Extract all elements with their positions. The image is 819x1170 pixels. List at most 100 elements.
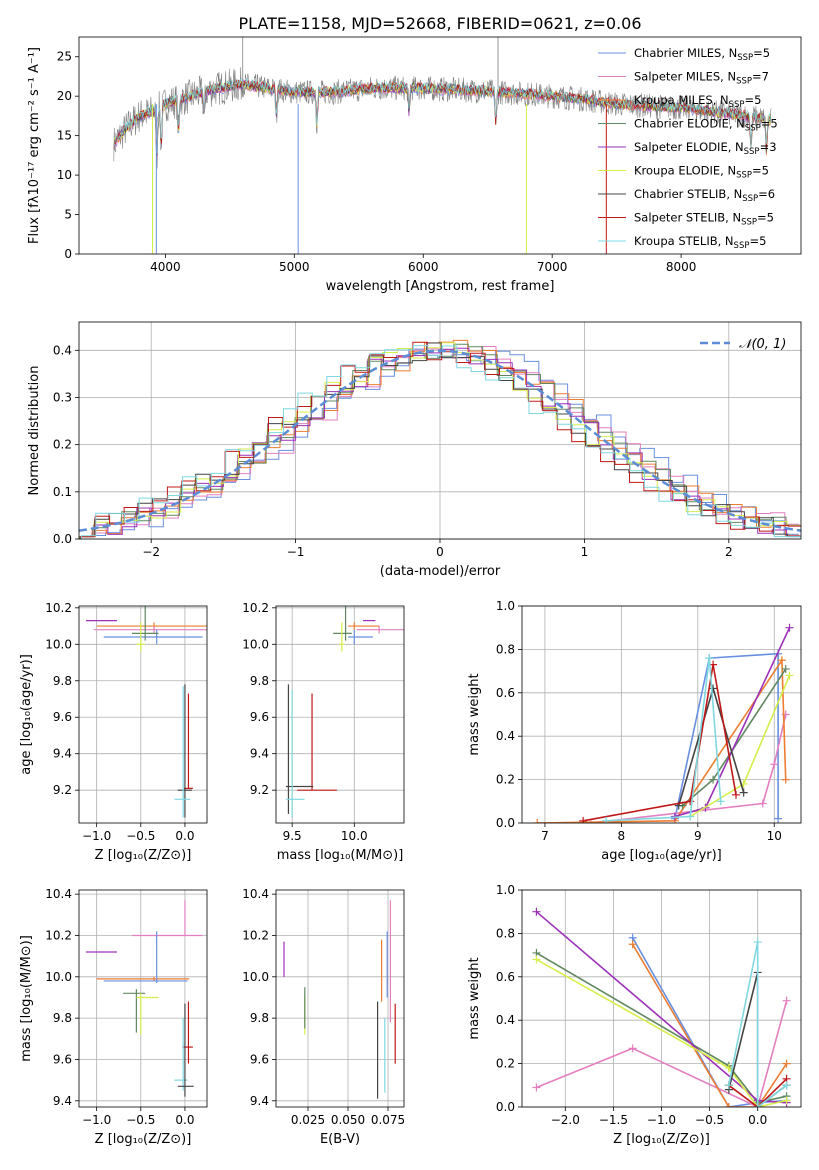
y-tick-label: 10.0	[45, 637, 72, 651]
histogram-kroupa_stelib	[80, 345, 801, 539]
series-line-kroupa_elodie	[536, 958, 787, 1107]
legend-label: Kroupa STELIB, NSSP=5	[634, 234, 766, 251]
series-marker-kroupa_stelib	[602, 816, 611, 823]
series-line-kroupa_miles	[631, 943, 788, 1107]
series-marker-chabrier_miles	[774, 814, 783, 823]
x-tick-label: 0.0	[175, 829, 194, 843]
x-tick-label: 10	[767, 829, 782, 843]
y-tick-label: 0.1	[53, 485, 72, 499]
series-line-salpeter_miles	[590, 714, 787, 823]
x-tick-label: 7	[541, 829, 549, 843]
series-marker-kroupa_miles	[781, 775, 790, 784]
series-marker-kroupa_stelib	[705, 654, 714, 663]
series-marker-kroupa_stelib	[753, 938, 762, 947]
y-tick-label: 15	[57, 129, 72, 143]
y-tick-label: 10	[57, 168, 72, 182]
axes-frame	[78, 321, 802, 540]
series-line-chabrier_miles	[674, 652, 779, 819]
plot-area	[283, 900, 396, 1099]
spectrum-plot: 4000 5000 6000 7000 8000 0 5 10 15 20 25 wavelength…	[27, 36, 802, 294]
y-tick-label: 0.4	[496, 729, 515, 743]
weight-vs-age-plot: 7 8 9 10 0.0 0.2 0.4 0.6 0.8 1.0 age [log₁₀(age/yr…	[467, 599, 802, 863]
y-tick-label: 10.2	[45, 601, 72, 615]
y-tick-label: 1.0	[496, 883, 515, 897]
y-axis-label: Flux [fλ10⁻¹⁷ erg cm⁻² s⁻¹ A⁻¹]	[27, 47, 42, 244]
series-marker-chabrier_stelib	[709, 684, 718, 693]
x-tick-label: 9	[694, 829, 702, 843]
y-tick-label: 9.6	[250, 710, 269, 724]
series-marker-chabrier_elodie	[709, 775, 718, 784]
legend-label: Kroupa ELODIE, NSSP=5	[634, 164, 769, 181]
axes-frame	[521, 605, 802, 824]
series-marker-chabrier_stelib	[739, 788, 748, 797]
y-tick-label: 0.6	[496, 686, 515, 700]
x-tick-label: 0	[436, 545, 444, 559]
legend-label: Salpeter MILES, NSSP=7	[634, 70, 769, 87]
x-axis-label: mass [log₁₀(M/M⊙)]	[277, 848, 404, 863]
series-marker-kroupa_elodie	[782, 1096, 791, 1105]
legend-label: Kroupa MILES, NSSP=5	[634, 93, 761, 110]
y-tick-label: 0.2	[53, 438, 72, 452]
legend-label: Chabrier STELIB, NSSP=6	[634, 187, 775, 204]
y-tick-label: 10.0	[45, 970, 72, 984]
plot-area	[533, 623, 794, 823]
series-marker-kroupa_stelib	[782, 1081, 791, 1090]
series-marker-kroupa_elodie	[532, 955, 541, 964]
histogram-chabrier_miles	[79, 348, 799, 538]
mass-vs-ebv-plot: 0.025 0.050 0.075 9.4 9.6 9.8 10.0 10.2 10.4 E(B-…	[242, 887, 405, 1147]
x-tick-label: −1.5	[599, 1113, 628, 1127]
model-spectrum-kroupa_stelib	[113, 77, 772, 154]
plot-area	[532, 907, 791, 1107]
x-tick-label: 6000	[408, 260, 439, 274]
plot-area	[113, 37, 772, 254]
x-tick-label: 8	[618, 829, 626, 843]
x-tick-label: −0.5	[695, 1113, 724, 1127]
series-line-kroupa_stelib	[728, 941, 788, 1107]
legend-label: Chabrier MILES, NSSP=5	[634, 46, 770, 63]
age-vs-mass-plot: 9.5 10.0 9.2 9.4 9.6 9.8 10.0 10.2 mass [log₁₀(M…	[242, 601, 405, 863]
x-tick-label: 2	[725, 545, 733, 559]
x-tick-label: −0.5	[126, 1113, 155, 1127]
series-marker-salpeter_miles	[532, 1083, 541, 1092]
y-tick-label: 10.0	[242, 970, 269, 984]
series-marker-kroupa_miles	[782, 1059, 791, 1068]
normal-curve	[79, 349, 801, 532]
y-tick-label: 9.8	[53, 1011, 72, 1025]
plot-area	[86, 900, 203, 1097]
y-tick-label: 10.2	[242, 928, 269, 942]
x-tick-label: 10.0	[341, 829, 368, 843]
histogram-salpeter_stelib	[80, 341, 801, 539]
y-tick-label: 1.0	[496, 599, 515, 613]
series-marker-kroupa_stelib	[753, 1103, 762, 1107]
series-marker-kroupa_miles	[628, 940, 637, 949]
series-marker-kroupa_miles	[724, 1103, 733, 1107]
plot-area	[79, 339, 801, 539]
y-tick-label: 0	[64, 247, 72, 261]
figure-title: PLATE=1158, MJD=52668, FIBERID=0621, z=0…	[238, 14, 641, 33]
y-tick-label: 9.2	[250, 783, 269, 797]
histogram-salpeter_elodie	[79, 347, 801, 539]
y-tick-label: 9.8	[250, 1011, 269, 1025]
y-tick-label: 9.6	[53, 1052, 72, 1066]
series-marker-salpeter_miles	[782, 996, 791, 1005]
y-tick-label: 0.0	[496, 816, 515, 830]
axes-frame	[521, 889, 802, 1108]
x-axis-label: E(B-V)	[320, 1132, 360, 1147]
series-marker-salpeter_elodie	[785, 623, 794, 632]
x-tick-label: −1.0	[82, 829, 111, 843]
x-tick-label: 4000	[150, 260, 181, 274]
x-tick-label: −1	[287, 545, 305, 559]
y-tick-label: 10.0	[242, 637, 269, 651]
x-tick-label: 0.050	[331, 1113, 365, 1127]
residuals-histogram: −2 −1 0 1 2 0.0 0.1 0.2 0.3 0.4 (data-model)/error…	[27, 321, 802, 579]
mass-vs-metallicity-plot: −1.0 −0.5 0.0 9.4 9.6 9.8 10.0 10.2 10.4 Z [log₁₀…	[19, 887, 208, 1147]
series-line-chabrier_elodie	[535, 952, 787, 1104]
series-marker-kroupa_stelib	[686, 812, 695, 821]
axes-frame	[78, 889, 208, 1108]
series-marker-chabrier_elodie	[781, 664, 790, 673]
y-tick-label: 9.6	[53, 710, 72, 724]
axes-frame	[78, 36, 802, 255]
y-tick-label: 9.4	[53, 1094, 72, 1108]
series-marker-salpeter_stelib	[732, 790, 741, 799]
y-tick-label: 9.6	[250, 1052, 269, 1066]
